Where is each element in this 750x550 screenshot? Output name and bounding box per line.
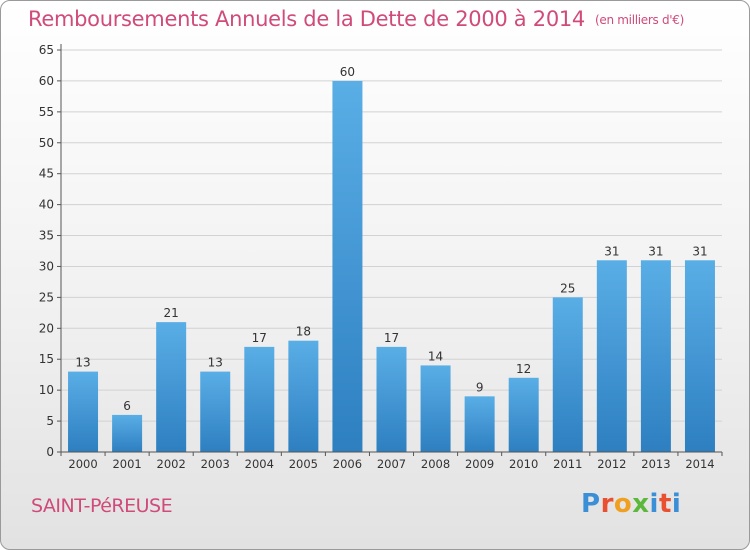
y-tick-label: 60 <box>39 74 54 88</box>
y-tick-label: 35 <box>39 229 54 243</box>
bar <box>552 297 583 452</box>
bar <box>508 377 539 452</box>
y-tick-label: 50 <box>39 136 54 150</box>
bar <box>332 80 363 452</box>
x-tick-label: 2013 <box>641 457 670 471</box>
x-tick-label: 2014 <box>685 457 714 471</box>
data-label: 17 <box>384 331 399 345</box>
bar <box>68 371 99 452</box>
data-label: 31 <box>604 244 619 258</box>
y-tick-label: 15 <box>39 352 54 366</box>
chart-title: Remboursements Annuels de la Dette de 20… <box>28 7 684 31</box>
bars <box>68 80 715 452</box>
x-tick-label: 2009 <box>465 457 494 471</box>
data-label: 14 <box>428 349 443 363</box>
bar <box>288 340 319 452</box>
y-tick-label: 55 <box>39 105 54 119</box>
data-label: 12 <box>516 362 531 376</box>
bar <box>420 365 451 452</box>
x-tick-label: 2003 <box>201 457 230 471</box>
y-tick-label: 40 <box>39 198 54 212</box>
chart-unit: (en milliers d'€) <box>595 13 685 27</box>
data-label: 6 <box>123 399 131 413</box>
bar <box>684 260 715 452</box>
y-tick-label: 30 <box>39 259 54 273</box>
x-axis-ticks: 2000 2001 2002 2003 2004 2005 2006 2007 2008 2009… <box>60 452 723 471</box>
y-tick-label: 0 <box>46 445 54 459</box>
bar <box>376 346 407 452</box>
x-tick-label: 2007 <box>377 457 406 471</box>
x-tick-label: 2002 <box>157 457 186 471</box>
data-label: 21 <box>164 306 179 320</box>
x-tick-label: 2012 <box>597 457 626 471</box>
x-tick-label: 2005 <box>289 457 318 471</box>
x-tick-label: 2004 <box>245 457 274 471</box>
axes <box>60 44 722 453</box>
data-label: 31 <box>648 244 663 258</box>
proxiti-logo: Proxiti <box>581 489 682 519</box>
bar <box>640 260 671 452</box>
data-label: 13 <box>75 356 90 370</box>
y-tick-label: 25 <box>39 290 54 304</box>
x-tick-label: 2001 <box>112 457 141 471</box>
x-tick-label: 2006 <box>333 457 362 471</box>
x-tick-label: 2010 <box>509 457 538 471</box>
bar <box>156 322 187 452</box>
data-label: 17 <box>252 331 267 345</box>
data-label: 25 <box>560 281 575 295</box>
y-tick-label: 5 <box>46 414 54 428</box>
chart-title-text: Remboursements Annuels de la Dette de 20… <box>28 7 585 31</box>
bar <box>112 414 143 452</box>
city-name: SAINT-PéREUSE <box>31 495 173 517</box>
x-tick-label: 2011 <box>553 457 582 471</box>
data-label: 31 <box>692 244 707 258</box>
data-label: 13 <box>208 356 223 370</box>
data-label: 9 <box>476 380 484 394</box>
y-axis-ticks: 0 5 10 15 20 25 30 35 40 45 50 55 60 65 <box>39 43 61 459</box>
bar <box>596 260 627 452</box>
bar <box>200 371 231 452</box>
data-labels: 13 6 21 13 17 18 60 17 14 9 12 25 31 31 31 <box>75 65 707 413</box>
y-tick-label: 20 <box>39 321 54 335</box>
data-label: 18 <box>296 325 311 339</box>
y-tick-label: 10 <box>39 383 54 397</box>
bar <box>464 396 495 452</box>
x-tick-label: 2000 <box>68 457 97 471</box>
data-label: 60 <box>340 65 355 79</box>
y-tick-label: 65 <box>39 43 54 57</box>
y-tick-label: 45 <box>39 167 54 181</box>
bar <box>244 346 275 452</box>
x-tick-label: 2008 <box>421 457 450 471</box>
